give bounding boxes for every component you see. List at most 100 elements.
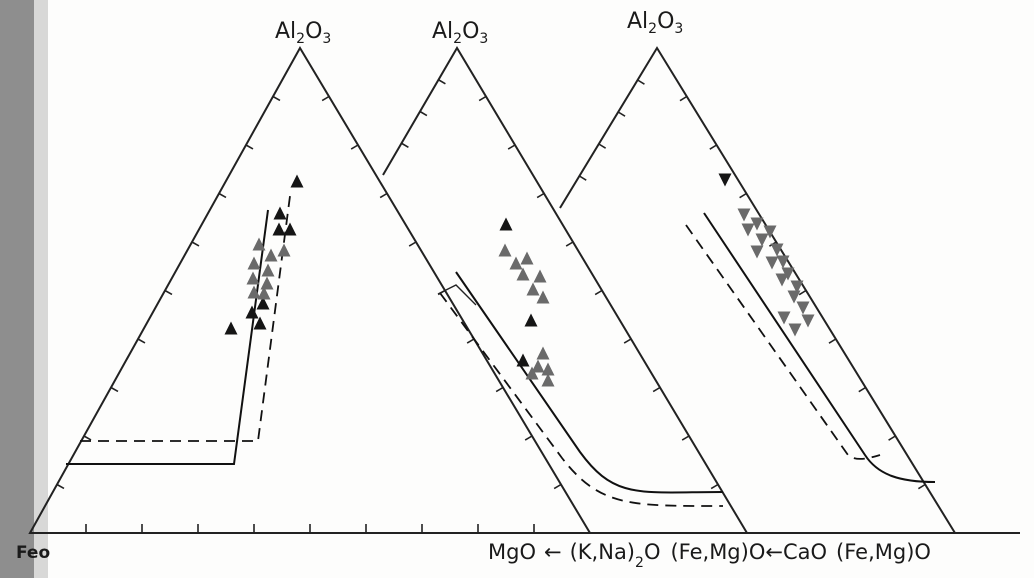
triangle-marker [718, 173, 732, 187]
tick-mark [191, 241, 200, 247]
femg-label-2: (Fe,Mg)O [836, 540, 931, 564]
tick-mark [709, 144, 718, 150]
tick-mark [598, 143, 607, 149]
tick-mark [379, 192, 388, 199]
tick-mark [553, 483, 562, 490]
diagram2-bracket [437, 284, 477, 306]
triangle-marker [763, 225, 777, 239]
triangle-marker [516, 353, 530, 367]
tick-mark [83, 435, 92, 441]
triangle-marker [796, 301, 810, 315]
kna-label: (K,Na) [570, 540, 635, 564]
corner-label-feo: Feo [16, 543, 50, 563]
triangle-marker [801, 314, 815, 328]
apex-label-1: Al2O3 [275, 19, 331, 47]
arrow-left-1: ← [544, 540, 562, 564]
apex-label-3: Al2O3 [627, 9, 683, 37]
triangle-marker [499, 217, 513, 231]
triangle-marker [257, 286, 271, 300]
triangle-marker [520, 251, 534, 265]
triangle-marker [777, 311, 791, 325]
tick-mark [507, 144, 516, 150]
triangle-marker [790, 280, 804, 294]
triangle-marker [272, 222, 286, 236]
tick-mark [637, 79, 645, 85]
tick-mark [739, 192, 747, 199]
triangle-marker [525, 366, 539, 380]
triangle-marker [253, 316, 267, 330]
tick-mark [164, 289, 173, 296]
tick-mark [710, 483, 719, 490]
tick-mark [466, 338, 475, 344]
tick-mark [652, 386, 661, 393]
tick-mark [888, 435, 896, 441]
triangle-marker [261, 263, 275, 277]
triangle-marker [750, 217, 764, 231]
triangle-marker [750, 245, 764, 259]
tick-mark [272, 95, 281, 102]
apex-label-2: Al2O3 [432, 19, 488, 47]
triangle-marker [256, 296, 270, 310]
data-markers [224, 173, 815, 387]
tick-mark [56, 483, 65, 490]
triangle-marker [247, 256, 261, 270]
triangle-marker [541, 373, 555, 387]
triangle-marker [765, 256, 779, 270]
triangle-marker [741, 223, 755, 237]
tick-mark [565, 241, 574, 247]
tick-mark [110, 386, 119, 393]
tick-mark [524, 435, 533, 441]
tick-mark [438, 79, 446, 85]
tick-mark [681, 435, 690, 441]
triangle-marker [264, 248, 278, 262]
page-edge-shadow [0, 0, 34, 578]
mgo-label: MgO [488, 540, 536, 564]
diagram3-dashed-boundary [685, 224, 881, 460]
tick-mark [536, 192, 545, 199]
triangle-marker [533, 269, 547, 283]
arrow-left-2: ← [765, 540, 783, 564]
triangle-marker [290, 174, 304, 188]
tick-mark [321, 95, 330, 102]
triangle-marker [247, 285, 261, 299]
diagram3-solid-boundary [703, 212, 936, 483]
triangle-marker [526, 282, 540, 296]
tick-mark [218, 192, 227, 199]
triangle-marker [260, 276, 274, 290]
tick-mark [617, 111, 626, 117]
tick-mark [858, 386, 867, 393]
cao-label: CaO [783, 540, 827, 564]
tick-mark [679, 95, 688, 102]
tick-mark [137, 338, 146, 344]
triangle-marker [245, 305, 259, 319]
triangle-marker [776, 255, 790, 269]
triangle-marker [498, 243, 512, 257]
triangle-marker [273, 206, 287, 220]
tick-mark [578, 175, 587, 181]
diagram1-dashed-boundary [80, 195, 291, 442]
tick-mark [798, 289, 807, 296]
diagram2-dashed-boundary [439, 292, 724, 507]
triangle-marker [536, 346, 550, 360]
tick-mark [828, 338, 837, 344]
triangle-marker [770, 243, 784, 257]
tick-mark [495, 386, 504, 393]
diagram2-solid-boundary [455, 271, 724, 494]
base-label: MgO ← (K,Na)2O (Fe,Mg)O←CaO (Fe,Mg)O [488, 540, 931, 571]
triangle-1 [28, 45, 592, 534]
triangle-marker [246, 271, 260, 285]
triangle-marker [509, 256, 523, 270]
tick-mark [408, 241, 417, 247]
triangle-marker [541, 362, 555, 376]
triangle-marker [283, 222, 297, 236]
page-edge-gradient [34, 0, 48, 578]
triangle-marker [536, 290, 550, 304]
tick-mark [594, 289, 603, 296]
triangle-marker [531, 359, 545, 373]
triangle-marker [737, 208, 751, 222]
tick-mark [478, 95, 487, 102]
tick-marks [56, 79, 926, 533]
triangle-marker [775, 273, 789, 287]
